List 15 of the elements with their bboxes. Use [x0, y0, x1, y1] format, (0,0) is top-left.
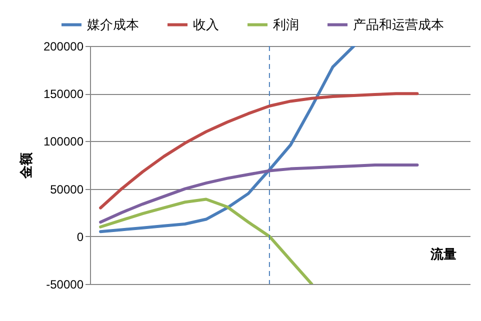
y-axis-title: 金额 [18, 152, 34, 180]
x-axis-title: 流量 [430, 246, 456, 262]
line-series [99, 164, 419, 224]
y-tick-label: 150000 [43, 87, 84, 102]
line-series [99, 198, 314, 284]
legend-label: 收入 [193, 16, 219, 32]
y-tick-label: 100000 [43, 134, 84, 149]
legend-label: 产品和运营成本 [353, 16, 444, 32]
line-series [99, 92, 419, 210]
legend-label: 媒介成本 [87, 16, 139, 32]
legend-label: 利润 [273, 16, 299, 32]
y-tick-label: 0 [76, 230, 84, 244]
y-tick-label: 50000 [50, 182, 84, 196]
y-tick-label: -50000 [46, 278, 84, 292]
y-tick-label: 200000 [43, 40, 84, 54]
